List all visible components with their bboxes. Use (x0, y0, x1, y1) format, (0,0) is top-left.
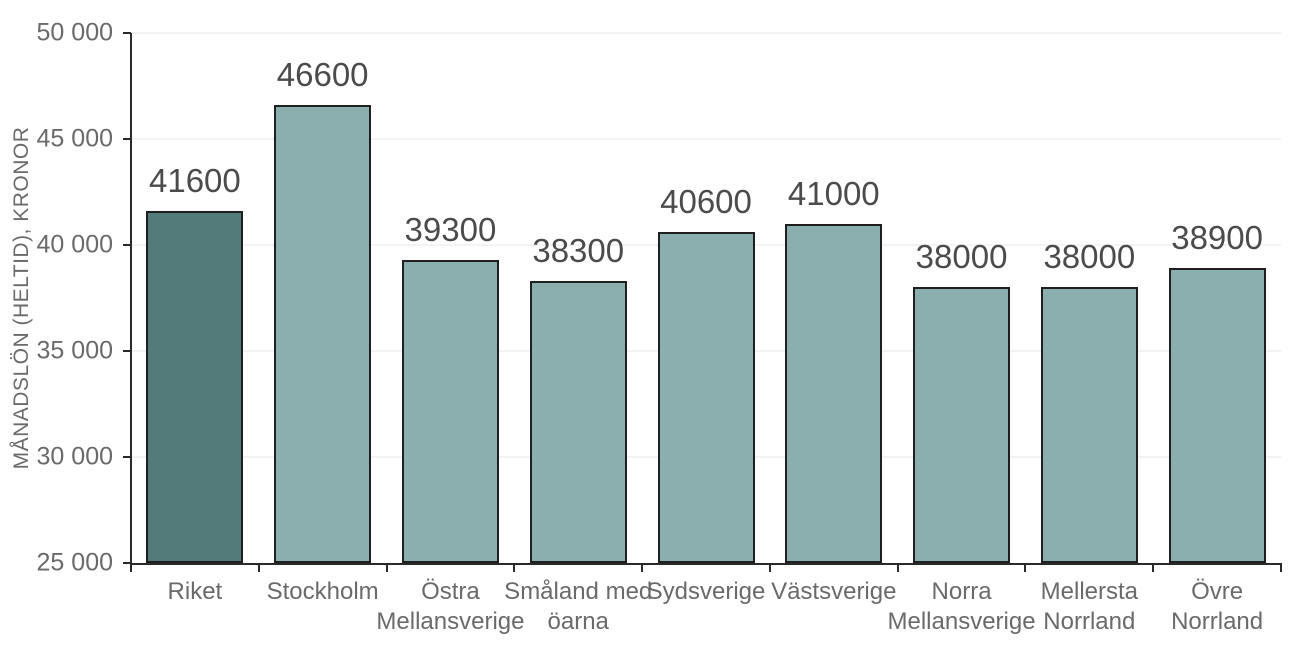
x-tick-label: Norra Mellansverige (887, 578, 1036, 635)
gridline (131, 138, 1281, 140)
y-tick-label: 40 000 (36, 230, 113, 259)
x-tick-label: Övre Norrland (1171, 578, 1264, 635)
y-tick-label: 30 000 (36, 442, 113, 471)
bar-value-label: 39300 (404, 210, 497, 248)
bar-value-label: 41000 (787, 174, 880, 212)
x-tick-mark (641, 563, 644, 572)
x-tick-mark (1280, 563, 1282, 572)
y-tick-label: 35 000 (36, 336, 113, 365)
bar (913, 287, 1011, 563)
x-tick-mark (513, 563, 516, 572)
bar (529, 281, 627, 563)
x-tick-mark (130, 563, 132, 572)
y-tick-mark (123, 350, 131, 352)
y-tick-mark (123, 456, 131, 458)
y-tick-label: 25 000 (36, 548, 113, 577)
x-tick-label: Sydsverige (646, 578, 766, 605)
bar-value-label: 38900 (1171, 219, 1263, 257)
x-tick-label: Stockholm (266, 578, 379, 605)
y-tick-label: 50 000 (36, 18, 113, 47)
y-tick-mark (123, 32, 131, 34)
x-tick-mark (385, 563, 388, 572)
gridline (131, 32, 1281, 34)
bar (146, 211, 244, 563)
y-axis-line (130, 33, 132, 565)
y-tick-mark (123, 138, 131, 140)
bar-value-label: 38300 (532, 232, 625, 270)
x-tick-mark (896, 563, 899, 572)
x-tick-mark (1152, 563, 1155, 572)
bar (1040, 287, 1138, 563)
y-tick-mark (123, 244, 131, 246)
x-tick-mark (1024, 563, 1027, 572)
x-tick-label: Riket (167, 578, 223, 605)
bar (657, 232, 755, 563)
bar-value-label: 46600 (276, 56, 369, 94)
bar-value-label: 38000 (915, 238, 1008, 276)
bar-value-label: 40600 (660, 183, 752, 221)
x-tick-label: Västsverige (771, 578, 897, 605)
bar (401, 259, 499, 563)
x-tick-label: Småland med öarna (504, 578, 653, 635)
bar (785, 223, 883, 563)
bar (1168, 268, 1266, 563)
x-tick-mark (768, 563, 771, 572)
bar (274, 105, 372, 563)
x-axis-line (130, 563, 1282, 565)
x-tick-mark (257, 563, 260, 572)
x-tick-label: Östra Mellansverige (376, 578, 525, 635)
x-tick-label: Mellersta Norrland (1040, 578, 1139, 635)
bar-value-label: 38000 (1043, 238, 1136, 276)
y-axis-title: MÅNADSLÖN (HELTID), KRONOR (10, 126, 33, 470)
bar-value-label: 41600 (148, 162, 241, 200)
y-tick-mark (123, 562, 131, 564)
y-tick-label: 45 000 (36, 124, 113, 153)
